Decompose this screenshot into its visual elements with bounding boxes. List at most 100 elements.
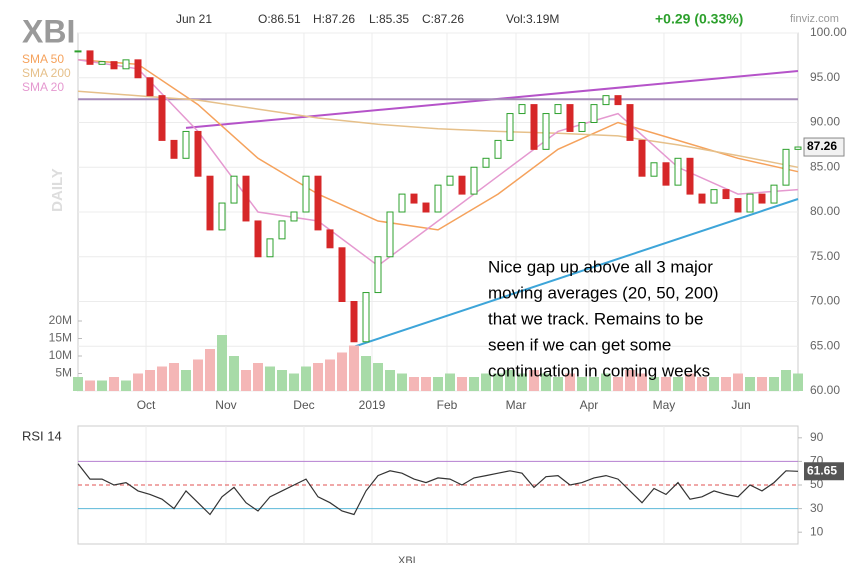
rsi-line <box>77 463 799 516</box>
y-tick-label: 90.00 <box>810 115 840 129</box>
footer: XBI <box>398 555 416 563</box>
y-tick-label: 10M <box>49 348 72 362</box>
candle <box>434 184 442 213</box>
candle <box>542 113 550 150</box>
volume-bar <box>625 370 635 391</box>
volume-bar <box>217 335 227 391</box>
volume-bar <box>325 359 335 391</box>
candle <box>386 211 394 258</box>
volume-bar <box>469 377 479 391</box>
volume-bar <box>301 366 311 391</box>
candle <box>374 256 382 294</box>
volume-bar <box>289 373 299 391</box>
x-tick-label: Jun <box>731 398 750 412</box>
annotation-line: seen if we can get some <box>488 335 671 354</box>
rsi-tag: 61.65 <box>807 463 837 477</box>
annotation-line: Nice gap up above all 3 major <box>488 257 713 276</box>
candle <box>398 193 406 213</box>
candle <box>326 229 334 249</box>
x-tick-label: 2019 <box>359 398 386 412</box>
candle <box>758 193 766 204</box>
annotation-line: that we track. Remains to be <box>488 309 703 328</box>
volume-bar <box>565 373 575 391</box>
sma-line <box>77 90 799 169</box>
y-tick-label: 70.00 <box>810 294 840 308</box>
volume-bar <box>361 356 371 391</box>
candle <box>362 292 370 343</box>
high: H:87.26 <box>313 12 355 26</box>
volume-bar <box>637 373 647 391</box>
candle <box>182 130 190 159</box>
volume-bar <box>229 356 239 391</box>
candle <box>218 202 226 231</box>
volume-bar <box>349 345 359 391</box>
volume-bar <box>745 377 755 391</box>
volume-bar <box>577 377 587 391</box>
trend-line <box>354 198 799 348</box>
candle <box>134 59 142 79</box>
x-tick-label: Nov <box>215 398 236 412</box>
volume-bar <box>457 377 467 391</box>
legend-entry: SMA 20 <box>22 80 64 94</box>
candle <box>494 139 502 159</box>
x-tick-label: Dec <box>293 398 314 412</box>
volume-bar <box>373 363 383 391</box>
candle <box>650 162 658 177</box>
volume-bar <box>397 373 407 391</box>
candle <box>638 139 646 177</box>
volume-bar <box>589 377 599 391</box>
candle <box>422 202 430 213</box>
x-tick-label: Feb <box>437 398 458 412</box>
volume-bar <box>541 373 551 391</box>
y-tick-label: 50 <box>810 477 824 491</box>
volume-bar <box>697 377 707 391</box>
volume-bar <box>757 377 767 391</box>
volume-bar <box>121 380 131 391</box>
volume-bar <box>793 373 803 391</box>
volume-bar <box>781 370 791 391</box>
close: C:87.26 <box>422 12 464 26</box>
candle <box>746 193 754 213</box>
volume-bar <box>97 380 107 391</box>
volume-bar <box>613 377 623 391</box>
candle <box>410 193 418 204</box>
legend-entry: SMA 200 <box>22 66 71 80</box>
candle <box>278 220 286 240</box>
sma-line <box>77 59 799 231</box>
y-tick-label: 75.00 <box>810 249 840 263</box>
candle <box>710 189 718 204</box>
volume-bar <box>685 373 695 391</box>
candle <box>122 59 130 70</box>
candle <box>530 104 538 150</box>
low: L:85.35 <box>369 12 409 26</box>
panel-title: RSI 14 <box>22 428 62 443</box>
candle <box>626 104 634 141</box>
legend-entry: SMA 50 <box>22 52 64 66</box>
candle <box>578 122 586 132</box>
candle <box>446 175 454 186</box>
volume-bar <box>649 377 659 391</box>
volume-bar <box>241 370 251 391</box>
symbol: XBI <box>22 13 75 49</box>
volume-bar <box>145 370 155 391</box>
y-tick-label: 100.00 <box>810 25 847 39</box>
price-tag: 87.26 <box>807 139 837 153</box>
candle <box>266 238 274 258</box>
volume-bar <box>313 363 323 391</box>
rsi-tag-box <box>804 462 844 481</box>
volume-bar <box>73 377 83 391</box>
volume-bar <box>481 373 491 391</box>
candle <box>590 104 598 123</box>
candle <box>770 184 778 204</box>
volume-bar <box>433 377 443 391</box>
candle <box>338 247 346 303</box>
candle <box>206 175 214 231</box>
y-tick-label: 80.00 <box>810 204 840 218</box>
candle <box>302 175 310 213</box>
candle <box>734 198 742 213</box>
volume-bar <box>733 373 743 391</box>
candle <box>662 162 670 186</box>
volume-bar <box>709 377 719 391</box>
x-tick-label: May <box>653 398 676 412</box>
